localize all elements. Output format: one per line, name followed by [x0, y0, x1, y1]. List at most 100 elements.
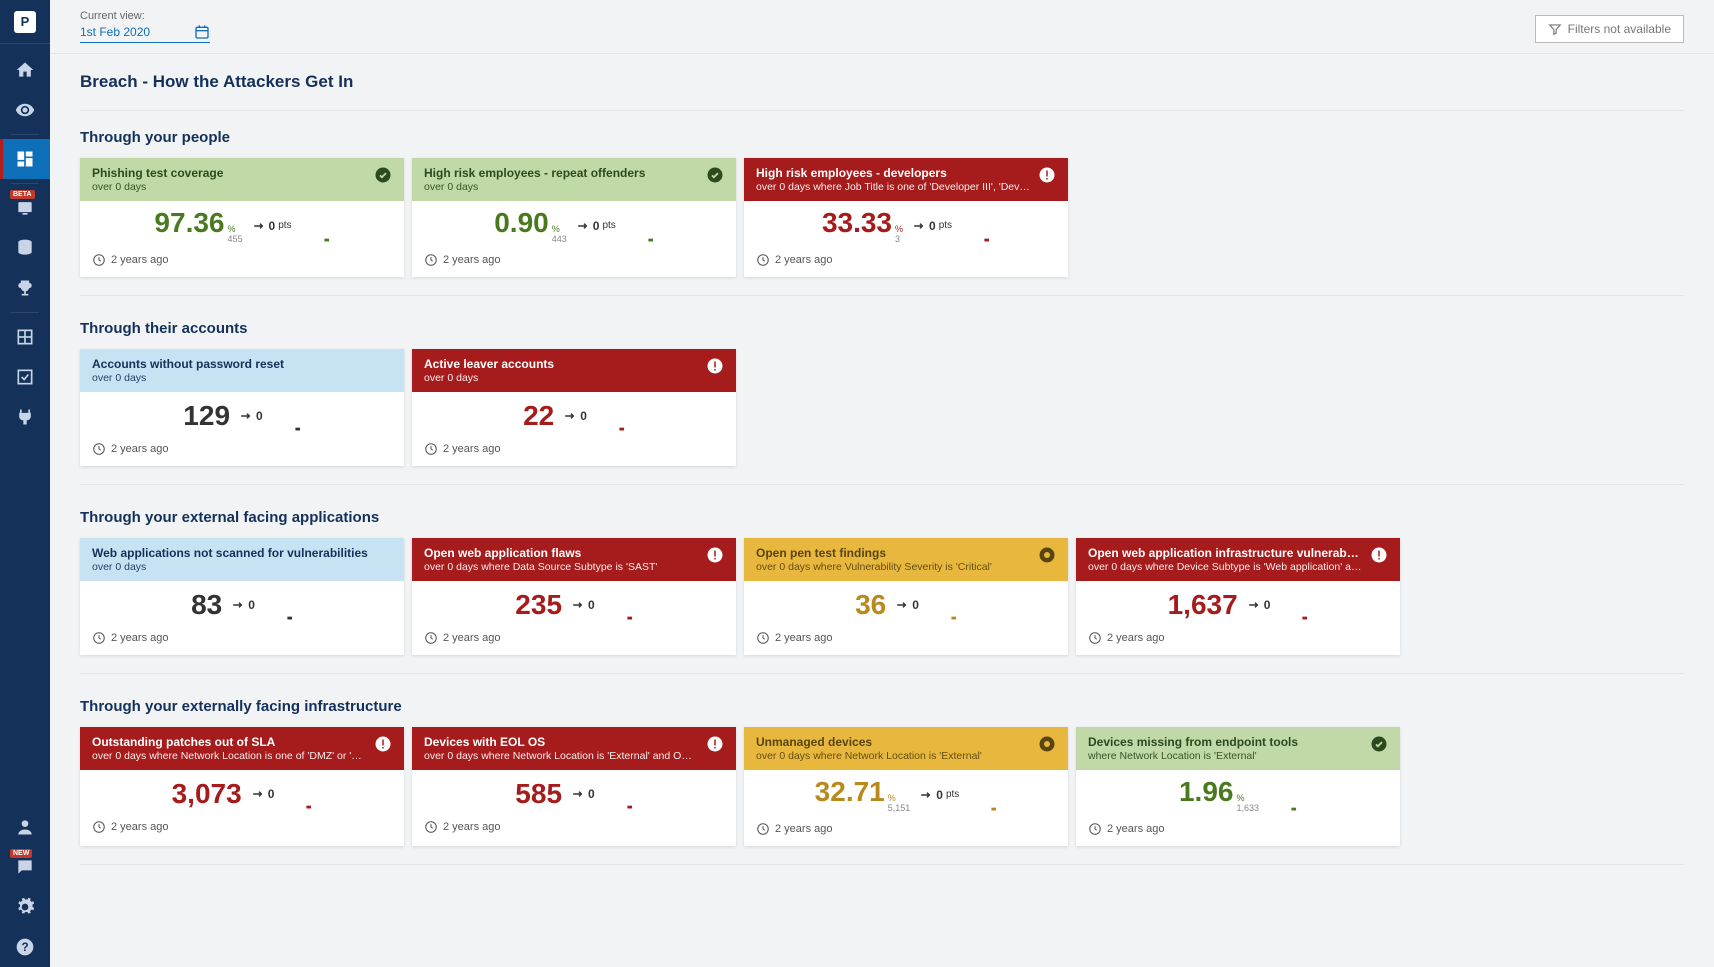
- metric-card[interactable]: Devices with EOL OSover 0 days where Net…: [412, 727, 736, 846]
- metric-delta: 0: [896, 598, 919, 612]
- nav-data[interactable]: [0, 228, 50, 268]
- card-subtitle: over 0 days: [424, 181, 698, 193]
- metric-delta: 0: [572, 787, 595, 801]
- card-footer: 2 years ago: [1076, 816, 1400, 846]
- divider: [80, 110, 1684, 111]
- svg-text:?: ?: [21, 941, 28, 954]
- nav-home[interactable]: [0, 50, 50, 90]
- divider: [80, 673, 1684, 674]
- nav-trophy[interactable]: [0, 268, 50, 308]
- metric-delta: 0pts: [920, 788, 959, 802]
- nav-grid[interactable]: [0, 317, 50, 357]
- nav-new[interactable]: NEW: [0, 847, 50, 887]
- clock-icon: [424, 820, 438, 834]
- nav-plug[interactable]: [0, 397, 50, 437]
- metric-delta: 0pts: [577, 219, 616, 233]
- metric-card[interactable]: Devices missing from endpoint toolswhere…: [1076, 727, 1400, 846]
- card-subtitle: over 0 days where Vulnerability Severity…: [756, 561, 1030, 573]
- metric-card[interactable]: Outstanding patches out of SLAover 0 day…: [80, 727, 404, 846]
- date-picker[interactable]: 1st Feb 2020: [80, 24, 210, 43]
- card-footer: 2 years ago: [744, 625, 1068, 655]
- metric-card[interactable]: Web applications not scanned for vulnera…: [80, 538, 404, 655]
- nav-beta[interactable]: BETA: [0, 188, 50, 228]
- target-icon: [1038, 735, 1056, 753]
- alert-icon: [374, 735, 392, 753]
- card-body: 2350: [412, 581, 736, 625]
- clock-icon: [92, 442, 106, 456]
- card-header: Active leaver accountsover 0 days: [412, 349, 736, 392]
- sparkline: [273, 414, 301, 432]
- metric-card[interactable]: Open web application infrastructure vuln…: [1076, 538, 1400, 655]
- card-title: Open web application infrastructure vuln…: [1088, 546, 1362, 560]
- metric-card[interactable]: Open web application flawsover 0 days wh…: [412, 538, 736, 655]
- card-row: Outstanding patches out of SLAover 0 day…: [80, 727, 1684, 846]
- timestamp: 2 years ago: [111, 632, 168, 644]
- card-title: Accounts without password reset: [92, 357, 392, 371]
- metric-card[interactable]: Accounts without password resetover 0 da…: [80, 349, 404, 466]
- card-body: 220: [412, 392, 736, 436]
- metric-value: 32.71: [815, 776, 885, 808]
- topbar: Current view: 1st Feb 2020 Filters not a…: [50, 0, 1714, 54]
- nav-user[interactable]: [0, 807, 50, 847]
- metric-value: 97.36: [154, 207, 224, 239]
- card-subtitle: over 0 days where Network Location is on…: [92, 750, 366, 762]
- clock-icon: [92, 820, 106, 834]
- arrow-right-icon: [1248, 600, 1262, 610]
- clock-icon: [756, 822, 770, 836]
- nav-settings[interactable]: [0, 887, 50, 927]
- card-row: Web applications not scanned for vulnera…: [80, 538, 1684, 655]
- metric-card[interactable]: High risk employees - repeat offendersov…: [412, 158, 736, 277]
- card-footer: 2 years ago: [412, 625, 736, 655]
- nav-eye[interactable]: [0, 90, 50, 130]
- card-body: 0.90%443 0pts: [412, 201, 736, 247]
- metric-card[interactable]: Phishing test coverageover 0 days97.36%4…: [80, 158, 404, 277]
- metric-card[interactable]: Active leaver accountsover 0 days2202 ye…: [412, 349, 736, 466]
- card-header: High risk employees - developersover 0 d…: [744, 158, 1068, 201]
- arrow-right-icon: [913, 221, 927, 231]
- arrow-right-icon: [896, 600, 910, 610]
- card-body: 1,6370: [1076, 581, 1400, 625]
- card-subtitle: over 0 days where Device Subtype is 'Web…: [1088, 561, 1362, 573]
- card-subtitle: over 0 days where Network Location is 'E…: [756, 750, 1030, 762]
- card-header: Outstanding patches out of SLAover 0 day…: [80, 727, 404, 770]
- card-footer: 2 years ago: [744, 247, 1068, 277]
- metric-denominator: %443: [552, 225, 567, 245]
- metric-card[interactable]: Unmanaged devicesover 0 days where Netwo…: [744, 727, 1068, 846]
- metric-value: 1.96: [1179, 776, 1234, 808]
- sparkline: [929, 603, 957, 621]
- card-title: Web applications not scanned for vulnera…: [92, 546, 392, 560]
- clock-icon: [424, 442, 438, 456]
- card-subtitle: over 0 days where Data Source Subtype is…: [424, 561, 698, 573]
- metric-card[interactable]: Open pen test findingsover 0 days where …: [744, 538, 1068, 655]
- metric-value: 235: [515, 589, 562, 621]
- sparkline: [605, 603, 633, 621]
- metric-denominator: %5,151: [888, 794, 911, 814]
- alert-icon: [706, 546, 724, 564]
- metric-delta: 0: [252, 787, 275, 801]
- card-header: Open pen test findingsover 0 days where …: [744, 538, 1068, 581]
- sparkline: [626, 225, 654, 243]
- trophy-icon: [15, 278, 35, 298]
- arrow-right-icon: [572, 789, 586, 799]
- card-footer: 2 years ago: [412, 814, 736, 844]
- check-icon: [1370, 735, 1388, 753]
- filters-label: Filters not available: [1568, 22, 1671, 36]
- metric-value: 0.90: [494, 207, 549, 239]
- card-footer: 2 years ago: [80, 247, 404, 277]
- metric-card[interactable]: High risk employees - developersover 0 d…: [744, 158, 1068, 277]
- divider: [80, 295, 1684, 296]
- metric-value: 1,637: [1168, 589, 1238, 621]
- filters-button[interactable]: Filters not available: [1535, 15, 1684, 43]
- timestamp: 2 years ago: [1107, 823, 1164, 835]
- logo[interactable]: P: [0, 0, 50, 44]
- chat-icon: [15, 857, 35, 877]
- sparkline: [302, 225, 330, 243]
- metric-value: 129: [183, 400, 230, 432]
- timestamp: 2 years ago: [443, 821, 500, 833]
- nav-check[interactable]: [0, 357, 50, 397]
- sparkline: [597, 414, 625, 432]
- card-footer: 2 years ago: [80, 814, 404, 844]
- timestamp: 2 years ago: [111, 443, 168, 455]
- nav-dashboard[interactable]: [0, 139, 50, 179]
- nav-help[interactable]: ?: [0, 927, 50, 967]
